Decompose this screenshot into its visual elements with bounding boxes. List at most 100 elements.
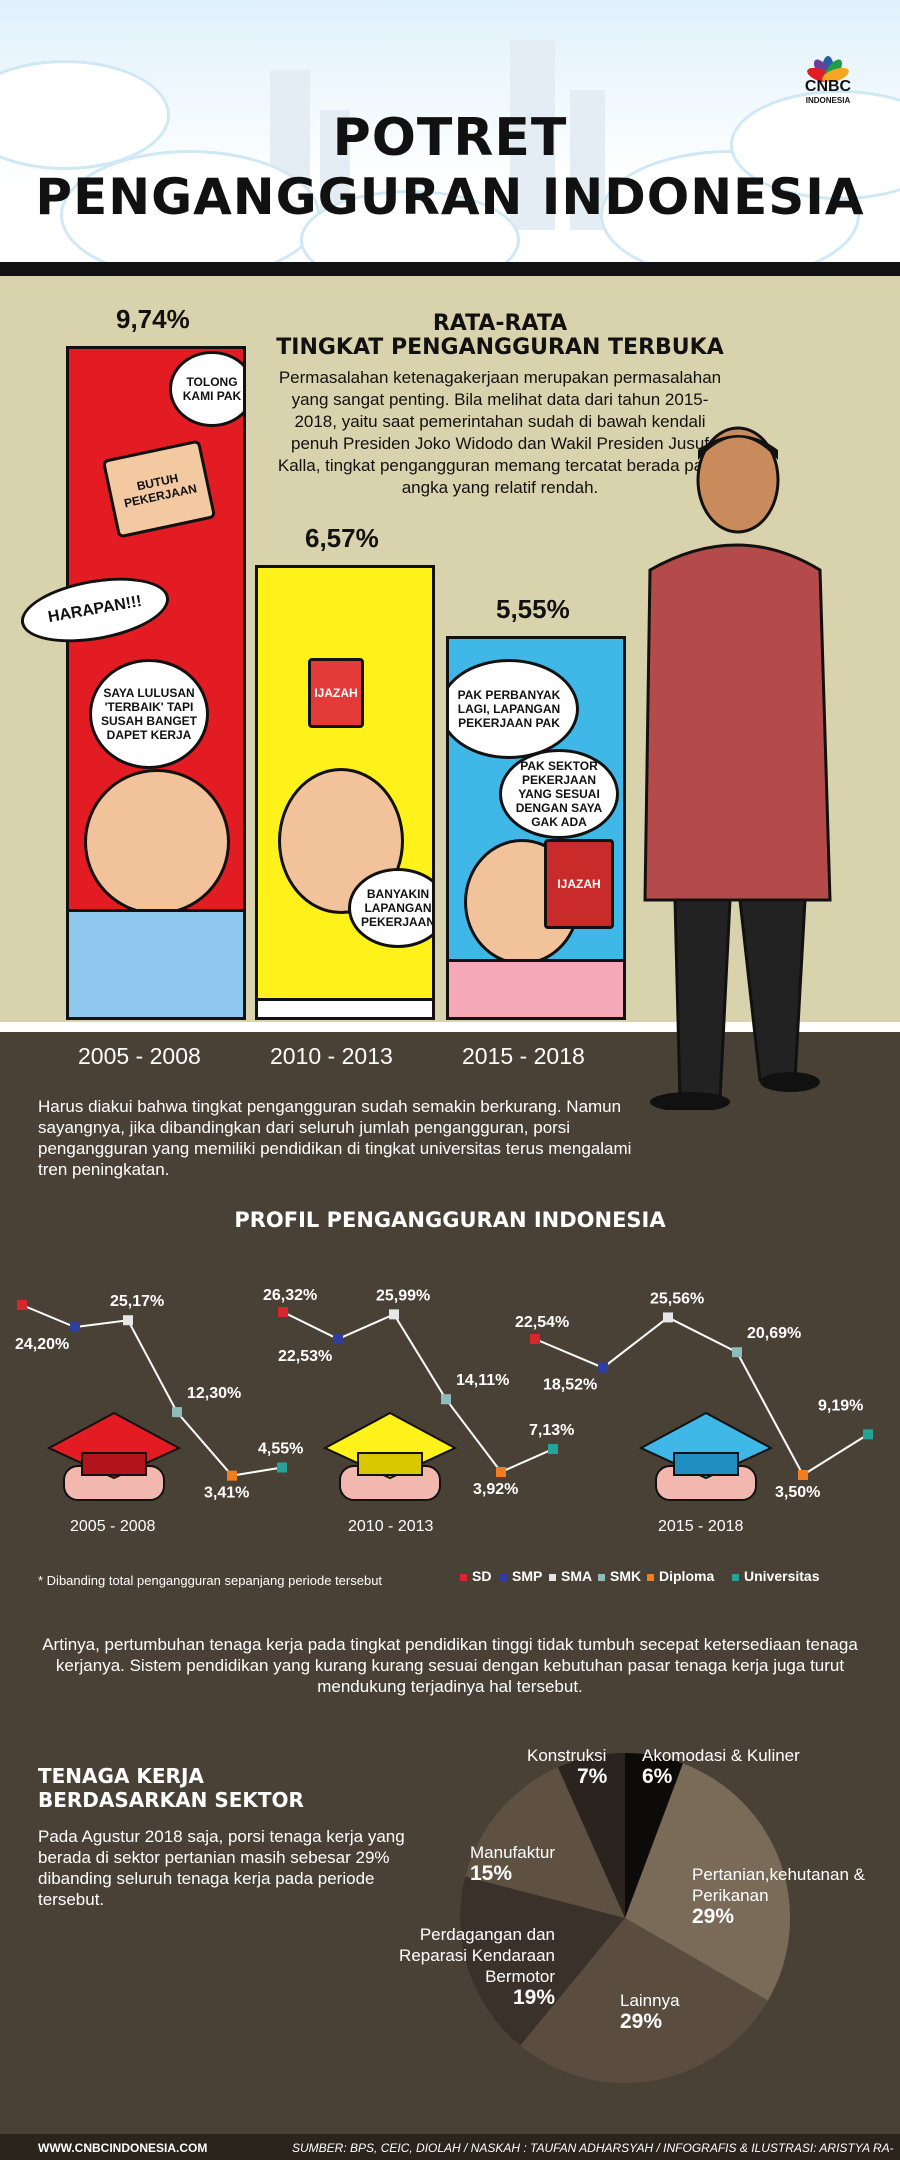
pie-slice — [625, 1753, 683, 1918]
data-label: 25,56% — [650, 1290, 704, 1307]
speech-bubble: SAYA LULUSAN 'TERBAIK' TAPI SUSAH BANGET… — [89, 658, 209, 769]
speech-bubble: TOLONG KAMI PAK — [169, 350, 243, 427]
bar-2015-2018: PAK PERBANYAK LAGI, LAPANGAN PEKERJAAN P… — [446, 635, 626, 1020]
bar-value-label: 9,74% — [116, 303, 190, 334]
page-title-line1: POTRET — [332, 108, 568, 168]
president-illustration — [643, 426, 832, 1110]
data-point-sma — [123, 1315, 133, 1326]
footer-credits: SUMBER: BPS, CEIC, DIOLAH / NASKAH : TAU… — [292, 2141, 894, 2155]
cloud — [0, 60, 170, 170]
graduation-cap-icon — [638, 1411, 774, 1501]
cnbc-logo: CNBC INDONESIA — [788, 40, 868, 110]
bar-category-label: 2010 - 2013 — [270, 1043, 393, 1069]
data-point-diploma — [798, 1470, 808, 1480]
pie-label-lainnya: Lainnya 29% — [620, 1990, 680, 2033]
diploma-book: IJAZAH — [544, 838, 614, 929]
illustration-person — [84, 768, 230, 915]
data-label: 9,19% — [818, 1397, 863, 1414]
pie-label-konstruksi: Konstruksi 7% — [527, 1745, 607, 1788]
legend-swatch — [549, 1574, 556, 1581]
pie-slice — [465, 1767, 625, 1918]
footnote: * Dibanding total pengangguran sepanjang… — [38, 1573, 383, 1588]
page-title-line2: PENGANGGURAN INDONESIA — [35, 168, 865, 226]
data-point-sma — [663, 1312, 673, 1323]
line-chart: 24,20% 25,17% 12,30% 3,41% 4,55% 26,32% 22,53%… — [15, 1287, 873, 1502]
bar-category-label: 2015 - 2018 — [462, 1043, 585, 1069]
sector-title-line1: TENAGA KERJA — [38, 1764, 204, 1788]
data-point-smp — [70, 1322, 80, 1333]
skyline-building — [570, 90, 605, 230]
sector-title-line2: BERDASARKAN SEKTOR — [38, 1788, 304, 1812]
illustration-shirt — [449, 958, 623, 1017]
legend: SD SMP SMA SMK Diploma Universitas — [460, 1568, 900, 1588]
legend-label: SMA — [561, 1568, 593, 1584]
intro-text: Permasalahan ketenagakerjaan merupakan p… — [277, 368, 723, 497]
data-point-sd — [17, 1300, 27, 1310]
line-chart-title: PROFIL PENGANGGURAN INDONESIA — [234, 1208, 666, 1232]
group-label: 2005 - 2008 — [70, 1518, 156, 1535]
footer-website[interactable]: WWW.CNBCINDONESIA.COM — [38, 2141, 208, 2155]
pie-slice-value: 7% — [577, 1765, 608, 1788]
data-label: 22,53% — [278, 1348, 332, 1365]
diploma-book: IJAZAH — [308, 658, 364, 729]
bar-chart-title-line2: TINGKAT PENGANGGURAN TERBUKA — [276, 335, 724, 360]
sector-text: Pada Agustur 2018 saja, porsi tenaga ker… — [38, 1827, 405, 1909]
protest-sign: BUTUH PEKERJAAN — [101, 439, 217, 539]
data-label: 25,99% — [376, 1287, 430, 1304]
data-point-sd — [278, 1307, 288, 1317]
pie-chart — [460, 1753, 790, 2083]
legend-item-sma: SMA — [549, 1568, 592, 1584]
legend-label: SD — [472, 1568, 492, 1584]
footer — [0, 2134, 900, 2160]
data-label: 20,69% — [747, 1325, 801, 1342]
data-label: 12,30% — [187, 1385, 241, 1402]
pie-slice-value: 29% — [620, 2010, 663, 2033]
data-label: 25,17% — [110, 1293, 164, 1310]
pie-slice-value: 15% — [470, 1862, 513, 1885]
pie-slice-name: Konstruksi — [527, 1746, 607, 1765]
legend-label: SMP — [512, 1568, 543, 1584]
data-point-smk — [441, 1394, 451, 1405]
legend-label: Diploma — [659, 1568, 715, 1584]
pie-slice — [625, 1763, 790, 2001]
cloud — [300, 190, 520, 262]
data-label: 22,54% — [515, 1314, 569, 1331]
pie-slice-name: Akomodasi & Kuliner — [642, 1746, 800, 1765]
data-label: 3,92% — [473, 1481, 518, 1498]
sector-title: TENAGA KERJA BERDASARKAN SEKTOR — [38, 1764, 304, 1812]
logo-subtext: INDONESIA — [805, 96, 851, 105]
divider — [0, 1022, 900, 1032]
speech-bubble: PAK SEKTOR PEKERJAAN YANG SESUAI DENGAN … — [499, 748, 619, 839]
pie-slice-name: Lainnya — [620, 1991, 680, 2010]
cloud — [730, 90, 900, 200]
data-label: 3,50% — [775, 1484, 820, 1501]
legend-label: SMK — [610, 1568, 642, 1584]
legend-swatch — [598, 1574, 605, 1581]
speech-bubble: PAK PERBANYAK LAGI, LAPANGAN PEKERJAAN P… — [449, 658, 579, 759]
legend-swatch — [732, 1574, 739, 1581]
data-point-diploma — [227, 1470, 237, 1481]
data-point-smp — [598, 1362, 608, 1373]
bar-2010-2013: IJAZAH BANYAKIN LAPANGAN PEKERJAAN — [255, 565, 435, 1020]
legend-swatch — [500, 1574, 507, 1581]
bar-value-label: 5,55% — [496, 593, 570, 624]
legend-item-sd: SD — [460, 1568, 491, 1584]
illustration-shirt — [258, 998, 432, 1017]
data-point-universitas — [548, 1444, 558, 1455]
data-point-universitas — [863, 1429, 873, 1440]
graduation-cap-icon — [322, 1411, 458, 1501]
paragraph-text: Harus diakui bahwa tingkat pengangguran … — [38, 1097, 632, 1179]
data-point-sma — [389, 1309, 399, 1320]
data-point-diploma — [496, 1467, 506, 1477]
data-label: 7,13% — [529, 1422, 574, 1439]
illustration-shirt — [69, 908, 243, 1017]
pie-label-akomodasi: Akomodasi & Kuliner 6% — [642, 1745, 800, 1788]
legend-item-smp: SMP — [500, 1568, 542, 1584]
data-label: 26,32% — [263, 1287, 317, 1304]
bar-chart-title: RATA-RATA TINGKAT PENGANGGURAN TERBUKA — [270, 312, 730, 360]
data-label: 4,55% — [258, 1441, 303, 1458]
bar-value-label: 6,57% — [305, 523, 379, 554]
data-point-universitas — [277, 1462, 287, 1473]
bar-category-label: 2005 - 2008 — [78, 1043, 201, 1069]
data-label: 14,11% — [456, 1372, 509, 1389]
